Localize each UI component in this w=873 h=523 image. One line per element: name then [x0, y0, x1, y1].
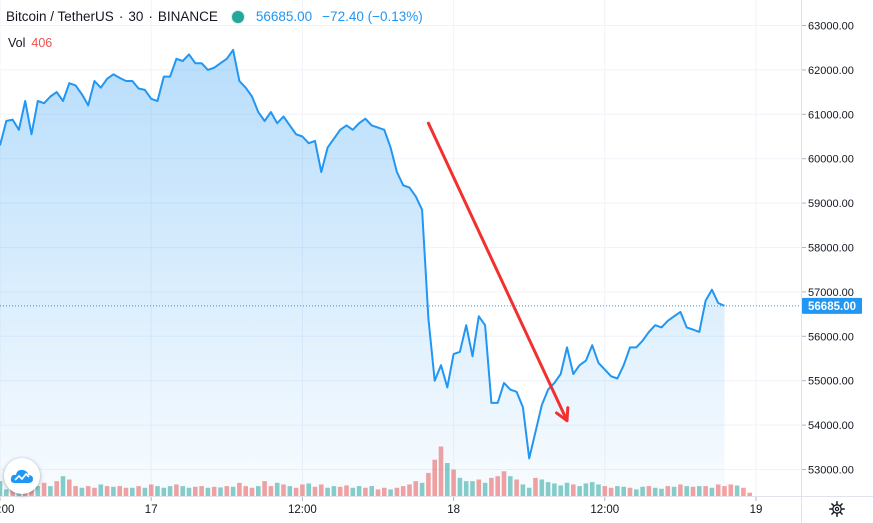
price-tick-label: 63000.00 [808, 21, 854, 33]
price-tick-label: 53000.00 [808, 465, 854, 477]
price-tick-label: 58000.00 [808, 243, 854, 255]
volume-bar [747, 492, 752, 496]
price-tick-label: 57000.00 [808, 287, 854, 299]
price-change-value: −72.40 (−0.13%) [322, 9, 423, 24]
volume-bar [734, 485, 740, 496]
price-tag: 56685.00 [802, 297, 862, 314]
volume-legend: Vol 406 [8, 36, 52, 50]
price-tag-label: 56685.00 [808, 301, 856, 313]
volume-bar [728, 484, 734, 496]
arrow-shaft [426, 121, 569, 423]
symbol-legend: Bitcoin / TetherUS · 30 · BINANCE 56685.… [6, 9, 423, 24]
price-tick-label: 54000.00 [808, 420, 854, 432]
price-tick-label: 62000.00 [808, 65, 854, 77]
last-price-value: 56685.00 [255, 9, 313, 24]
volume-label: Vol [8, 36, 26, 50]
price-area-fill [0, 49, 725, 497]
time-tick-label: 12:00 [0, 504, 14, 516]
price-axis[interactable]: 63000.00 62000.00 61000.00 60000.00 59000.00… [802, 21, 854, 477]
price-line [0, 48, 725, 460]
status-dot-icon [231, 10, 244, 23]
tradingview-cloud-icon[interactable] [4, 458, 40, 494]
price-tag-box [802, 297, 862, 314]
price-tick-label: 59000.00 [808, 198, 854, 210]
legend-separator: · [118, 9, 124, 24]
time-axis[interactable]: 12:00 17 12:00 18 12:00 19 [0, 497, 762, 516]
interval-label: 30 [128, 9, 144, 24]
price-tick-label: 55000.00 [808, 376, 854, 388]
volume-bar [741, 487, 746, 496]
annotation-arrow[interactable] [426, 121, 570, 423]
price-tick-label: 60000.00 [808, 154, 854, 166]
time-tick-label: 19 [750, 504, 763, 516]
gear-icon[interactable] [826, 498, 848, 520]
time-tick-label: 12:00 [288, 504, 317, 516]
symbol-name[interactable]: Bitcoin / TetherUS [6, 9, 114, 24]
time-tick-label: 18 [447, 504, 460, 516]
time-tick-label: 12:00 [590, 504, 619, 516]
arrow-head [555, 406, 570, 423]
legend-separator: · [148, 9, 153, 24]
price-tick-label: 61000.00 [808, 109, 854, 121]
exchange-label: BINANCE [157, 9, 218, 24]
price-tick-label: 56000.00 [808, 331, 854, 343]
time-tick-label: 17 [145, 504, 158, 516]
volume-value: 406 [31, 36, 53, 50]
